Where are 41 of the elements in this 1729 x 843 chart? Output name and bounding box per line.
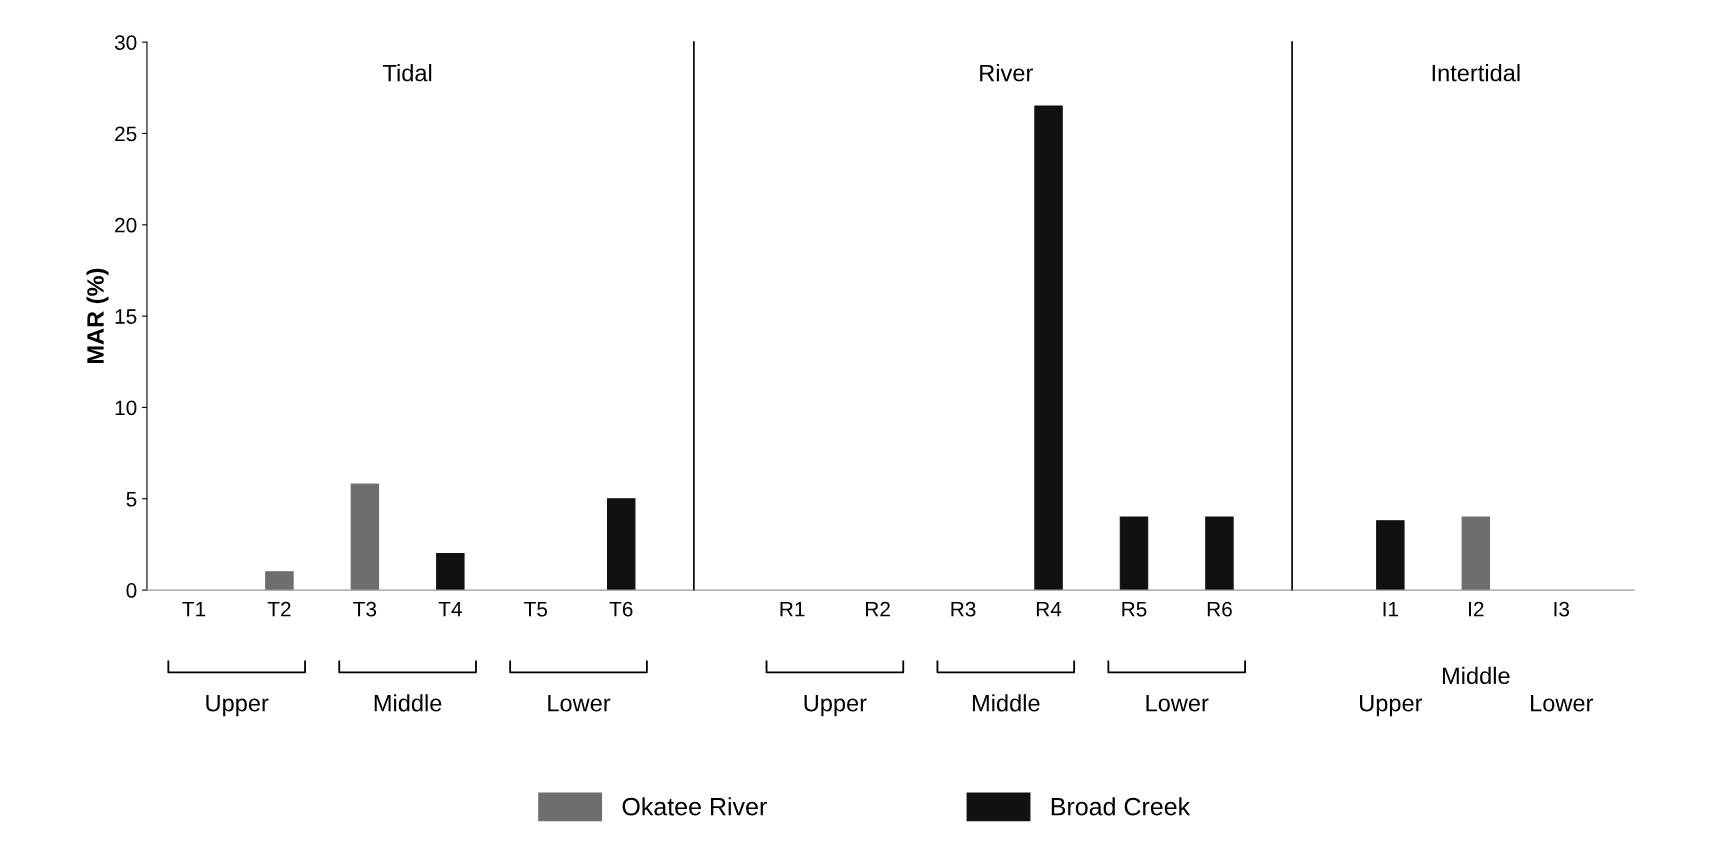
x-tick-label: I1 [1383, 601, 1399, 617]
y-tick-label: 30 [114, 35, 137, 50]
text: Intertidal [1432, 64, 1520, 82]
legend-label: Broad Creek [1051, 797, 1191, 816]
y-tick-label: 25 [115, 126, 137, 142]
y-tick-label: 10 [115, 400, 137, 416]
bar [265, 571, 294, 591]
text: Upper [206, 695, 269, 717]
x-tick-label: T4 [438, 601, 462, 617]
y-tick-label: 20 [115, 217, 137, 233]
y-axis-title: MAR (%) [86, 268, 109, 364]
bar [436, 553, 465, 591]
x-tick-label: R1 [780, 601, 805, 617]
x-tick-label: R2 [866, 601, 890, 617]
y-tick-label: 5 [126, 491, 137, 507]
bar [607, 498, 636, 591]
text: Lower [548, 695, 611, 712]
text: Middle [1442, 666, 1510, 685]
x-tick-label: R6 [1207, 601, 1232, 617]
x-tick-label: R3 [951, 601, 976, 617]
text: Tidal [382, 64, 432, 82]
x-tick-label: I3 [1554, 601, 1570, 617]
text: Middle [374, 694, 442, 712]
text: Upper [1360, 695, 1423, 717]
text: Lower [1531, 695, 1594, 712]
text: River [980, 64, 1033, 82]
x-tick-label: T5 [524, 601, 548, 617]
x-tick-label: I2 [1469, 601, 1484, 617]
x-tick-label: R5 [1122, 601, 1147, 617]
x-tick-label: T6 [609, 601, 633, 617]
bar [350, 483, 380, 591]
legend-label: Okatee River [622, 797, 767, 816]
x-tick-label: T3 [353, 601, 377, 617]
x-tick-label: T2 [267, 601, 291, 617]
text: Middle [972, 694, 1040, 712]
x-tick-label: R4 [1036, 601, 1062, 617]
text: Upper [804, 695, 867, 717]
y-tick-label: 15 [115, 309, 137, 324]
text: Lower [1146, 695, 1209, 712]
x-tick-label: T1 [182, 601, 206, 617]
y-tick-label: 0 [126, 583, 137, 598]
